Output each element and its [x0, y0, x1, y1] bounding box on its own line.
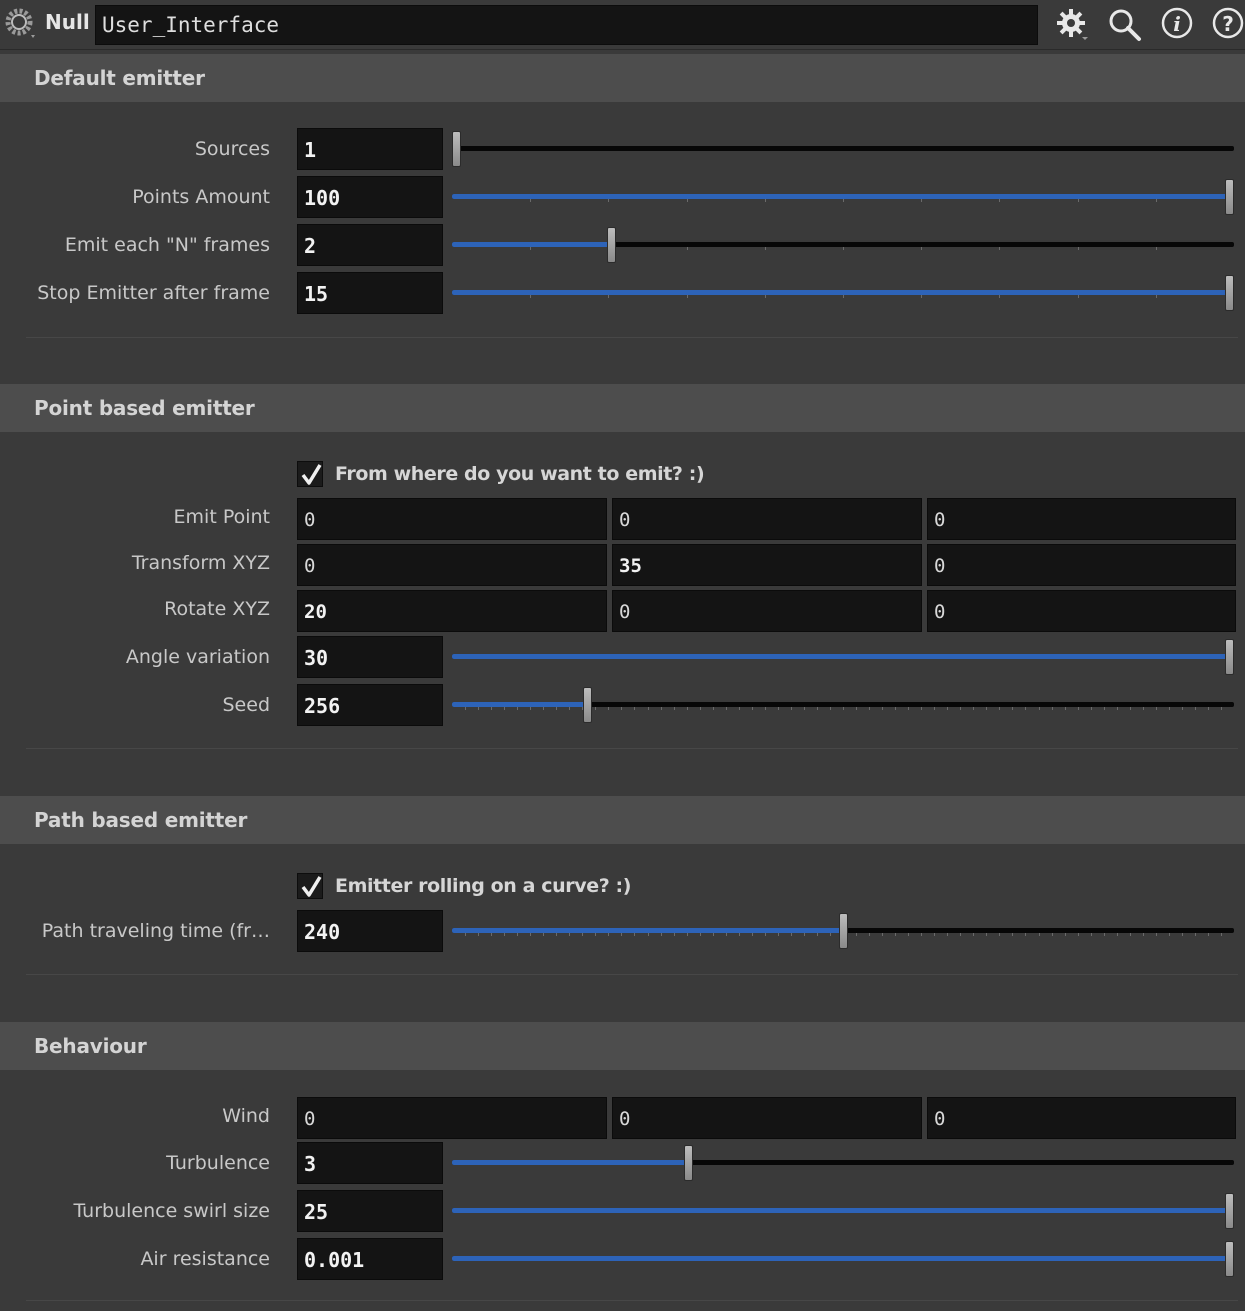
air-resistance-label: Air resistance — [140, 1248, 270, 1270]
air-resistance-field[interactable]: 0.001 — [297, 1238, 443, 1280]
rotate-y-field[interactable]: 0 — [612, 590, 922, 632]
seed-slider[interactable] — [452, 687, 1234, 723]
section-title: Behaviour — [34, 1034, 147, 1058]
slider-handle[interactable] — [684, 1145, 693, 1181]
search-icon[interactable] — [1106, 6, 1142, 42]
emit-point-z-field[interactable]: 0 — [927, 498, 1236, 540]
travel-time-label: Path traveling time (fr… — [41, 920, 270, 942]
emit-point-label: Emit Point — [173, 506, 270, 528]
section-header-behaviour[interactable]: Behaviour — [0, 1022, 1245, 1070]
sources-slider[interactable] — [452, 131, 1234, 167]
points-amount-label: Points Amount — [132, 186, 270, 208]
rotate-label: Rotate XYZ — [164, 598, 270, 620]
rotate-x-field[interactable]: 20 — [297, 590, 607, 632]
seed-field[interactable]: 256 — [297, 684, 443, 726]
turbulence-slider[interactable] — [452, 1145, 1234, 1181]
angle-variation-label: Angle variation — [125, 646, 270, 668]
transform-z-field[interactable]: 0 — [927, 544, 1236, 586]
emit-each-label: Emit each "N" frames — [64, 234, 270, 256]
swirl-size-slider[interactable] — [452, 1193, 1234, 1229]
checkbox[interactable] — [297, 873, 323, 899]
section-separator — [26, 337, 1238, 338]
wind-label: Wind — [222, 1105, 270, 1127]
slider-handle[interactable] — [1225, 275, 1234, 311]
seed-label: Seed — [222, 694, 271, 716]
slider-handle[interactable] — [452, 131, 461, 167]
swirl-size-field[interactable]: 25 — [297, 1190, 443, 1232]
info-icon[interactable]: i — [1159, 6, 1195, 42]
emit-point-y-field[interactable]: 0 — [612, 498, 922, 540]
slider-handle[interactable] — [583, 687, 592, 723]
sources-label: Sources — [194, 138, 270, 160]
slider-ticks — [530, 199, 1157, 202]
svg-text:i: i — [1173, 12, 1181, 36]
help-icon[interactable]: ? — [1210, 6, 1245, 42]
emit-each-field[interactable]: 2 — [297, 224, 443, 266]
section-header-path-emitter[interactable]: Path based emitter — [0, 796, 1245, 844]
checkmark-icon — [301, 876, 322, 897]
parameter-toolbar: Null User_Interface i ? — [0, 0, 1245, 50]
stop-emitter-label: Stop Emitter after frame — [37, 282, 270, 304]
slider-handle[interactable] — [1225, 1193, 1234, 1229]
slider-ticks — [530, 247, 1157, 250]
points-amount-slider[interactable] — [452, 179, 1234, 215]
stop-emitter-field[interactable]: 15 — [297, 272, 443, 314]
toggle-label: Emitter rolling on a curve? :) — [335, 875, 632, 897]
section-title: Path based emitter — [34, 808, 248, 832]
section-separator — [26, 974, 1238, 975]
node-type-label: Null — [45, 10, 90, 34]
checkbox[interactable] — [297, 461, 323, 487]
slider-handle[interactable] — [1225, 1241, 1234, 1277]
section-separator — [26, 1300, 1238, 1301]
section-title: Default emitter — [34, 66, 205, 90]
points-amount-field[interactable]: 100 — [297, 176, 443, 218]
travel-time-field[interactable]: 240 — [297, 910, 443, 952]
slider-handle[interactable] — [1225, 639, 1234, 675]
angle-variation-slider[interactable] — [452, 639, 1234, 675]
slider-handle[interactable] — [839, 913, 848, 949]
checkmark-icon — [301, 464, 322, 485]
wind-z-field[interactable]: 0 — [927, 1097, 1236, 1139]
wind-x-field[interactable]: 0 — [297, 1097, 607, 1139]
transform-label: Transform XYZ — [131, 552, 270, 574]
stop-emitter-slider[interactable] — [452, 275, 1234, 311]
emit-each-slider[interactable] — [452, 227, 1234, 263]
transform-x-field[interactable]: 0 — [297, 544, 607, 586]
svg-text:?: ? — [1222, 12, 1234, 36]
node-gear-menu-icon[interactable] — [4, 8, 36, 40]
toggle-label: From where do you want to emit? :) — [335, 463, 705, 485]
section-header-default-emitter[interactable]: Default emitter — [0, 54, 1245, 102]
slider-ticks — [530, 295, 1157, 298]
air-resistance-slider[interactable] — [452, 1241, 1234, 1277]
transform-y-field[interactable]: 35 — [612, 544, 922, 586]
angle-variation-field[interactable]: 30 — [297, 636, 443, 678]
gear-icon[interactable] — [1054, 6, 1090, 42]
travel-time-slider[interactable] — [452, 913, 1234, 949]
section-separator — [26, 748, 1238, 749]
section-title: Point based emitter — [34, 396, 255, 420]
turbulence-label: Turbulence — [166, 1152, 270, 1174]
turbulence-field[interactable]: 3 — [297, 1142, 443, 1184]
slider-ticks — [465, 707, 1222, 710]
emit-point-x-field[interactable]: 0 — [297, 498, 607, 540]
section-header-point-emitter[interactable]: Point based emitter — [0, 384, 1245, 432]
swirl-size-label: Turbulence swirl size — [73, 1200, 270, 1222]
slider-handle[interactable] — [1225, 179, 1234, 215]
rotate-z-field[interactable]: 0 — [927, 590, 1236, 632]
sources-field[interactable]: 1 — [297, 128, 443, 170]
wind-y-field[interactable]: 0 — [612, 1097, 922, 1139]
slider-handle[interactable] — [607, 227, 616, 263]
node-name-field[interactable]: User_Interface — [95, 5, 1038, 45]
